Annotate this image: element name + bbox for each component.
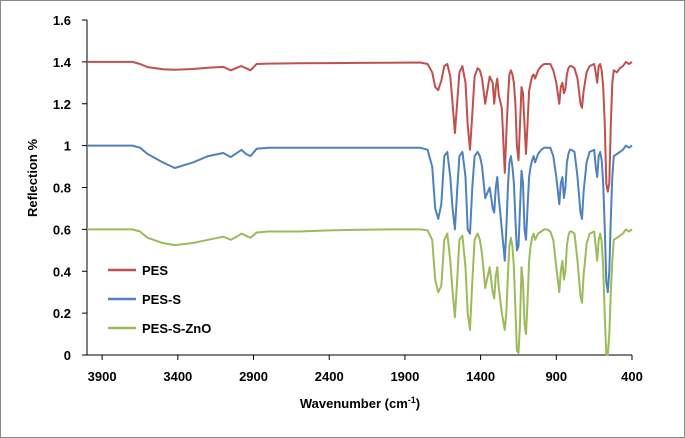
x-tick-label: 2400 xyxy=(315,369,344,384)
y-tick-label: 1.2 xyxy=(53,97,71,112)
x-axis-ticks: 3900 3400 2900 2400 1900 1400 900 400 xyxy=(88,355,643,384)
y-tick-label: 0.2 xyxy=(53,306,71,321)
y-tick-label: 1.6 xyxy=(53,13,71,28)
x-tick-label: 3900 xyxy=(88,369,117,384)
y-tick-label: 0.4 xyxy=(53,264,72,279)
x-tick-label: 400 xyxy=(621,369,643,384)
y-tick-label: 0 xyxy=(64,348,71,363)
x-axis-title-close: ) xyxy=(416,396,420,411)
y-axis-ticks: 0 0.2 0.4 0.6 0.8 1 1.2 1.4 1.6 xyxy=(53,13,87,363)
series-line-pes-s-zno xyxy=(87,228,633,356)
y-tick-label: 0.8 xyxy=(53,181,71,196)
y-tick-label: 1.4 xyxy=(53,55,72,70)
legend: PES PES-S PES-S-ZnO xyxy=(108,263,211,336)
x-tick-label: 2900 xyxy=(239,369,268,384)
legend-label-pes-s: PES-S xyxy=(142,292,181,307)
x-tick-label: 1400 xyxy=(466,369,495,384)
x-axis-title-main: Wavenumber (cm xyxy=(300,396,408,411)
y-tick-label: 0.6 xyxy=(53,222,71,237)
x-tick-label: 900 xyxy=(545,369,567,384)
x-axis-title-superscript: -1 xyxy=(408,395,416,405)
x-axis-title: Wavenumber (cm-1) xyxy=(300,395,420,411)
series-line-pes-s xyxy=(87,144,633,294)
series-layer xyxy=(87,60,633,356)
series-line-pes xyxy=(87,60,633,193)
y-axis-title: Reflection % xyxy=(25,139,40,217)
legend-label-pes: PES xyxy=(142,263,168,278)
x-tick-label: 1900 xyxy=(390,369,419,384)
legend-label-pes-s-zno: PES-S-ZnO xyxy=(142,321,211,336)
y-tick-label: 1 xyxy=(64,139,71,154)
x-tick-label: 3400 xyxy=(163,369,192,384)
